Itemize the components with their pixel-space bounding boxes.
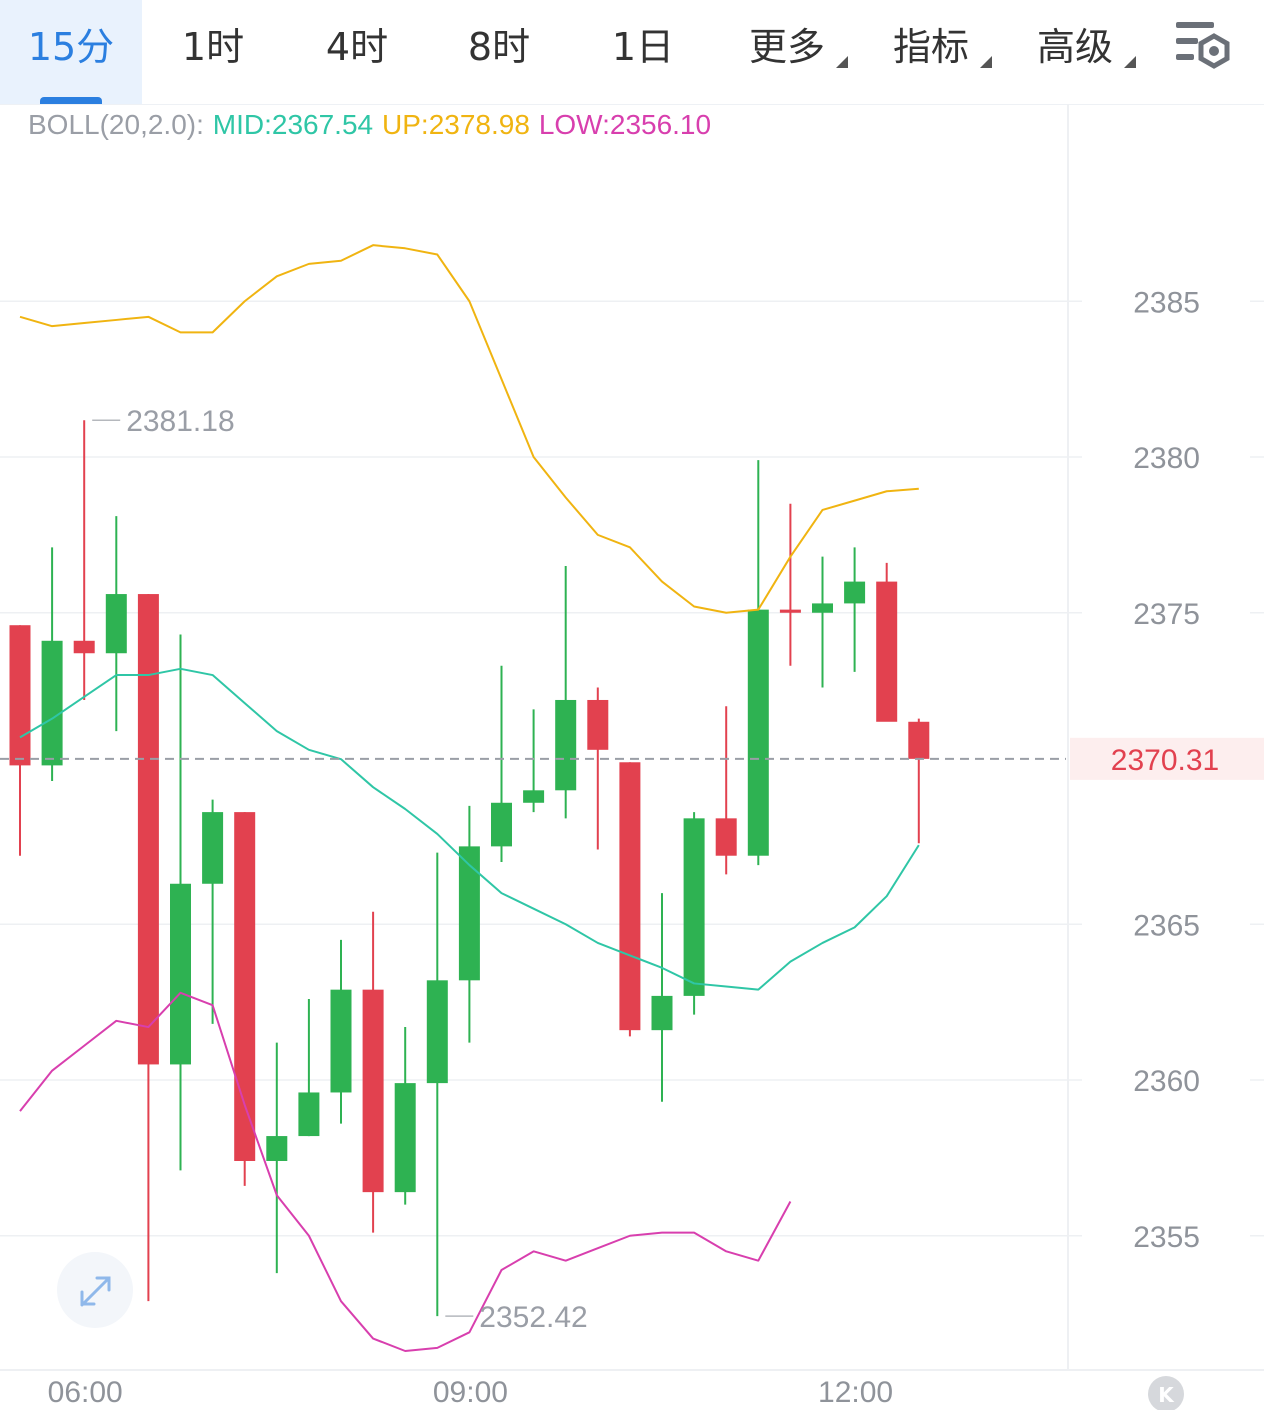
tab-4hour[interactable]: 4时 [286,0,428,104]
candle-body [876,581,898,722]
boll-upper-line [19,244,919,614]
logo-badge-icon [1148,1376,1184,1410]
candle-body [266,1136,288,1161]
y-tick-label: 2360 [1133,1065,1200,1098]
candle-body [105,594,127,654]
tab-label: 1时 [181,25,245,69]
last-price-label: 2370.31 [1111,744,1219,777]
boll-name: BOLL(20,2.0): [28,109,204,140]
max-price-label: 2381.18 [126,405,234,438]
min-price-label: 2352.42 [479,1301,587,1334]
tab-more-dropdown[interactable]: 更多 [716,0,858,104]
tab-label: 更多 [748,25,825,69]
candle-body [73,640,95,654]
y-tick-label: 2355 [1133,1221,1200,1254]
candle-body [812,603,833,613]
tab-15min[interactable]: 15分 [0,0,142,104]
candle-body [747,609,769,856]
candle-body [202,812,224,884]
active-tab-indicator [40,97,102,104]
tab-8hour[interactable]: 8时 [428,0,570,104]
y-tick-label: 2385 [1133,286,1200,319]
tab-advanced-dropdown[interactable]: 高级 [1004,0,1146,104]
boll-up-value: UP:2378.98 [382,109,530,140]
candle-body [234,812,256,1161]
candle-body [844,581,866,604]
y-tick-label: 2380 [1133,442,1200,475]
tab-label: 15分 [27,25,115,69]
candle-body [137,594,159,1065]
dropdown-caret-icon [1124,56,1136,68]
tab-label: 4时 [325,25,389,69]
chart-settings-icon[interactable] [1172,18,1234,74]
boll-low-value: LOW:2356.10 [538,109,712,140]
candle-body [170,883,191,1065]
candle-body [426,980,448,1084]
boll-indicator-legend: BOLL(20,2.0): MID:2367.54 UP:2378.98 LOW… [28,108,711,141]
candle-body [587,699,609,750]
candle-body [715,818,737,856]
y-tick-label: 2375 [1133,598,1200,631]
candle-body [298,1092,320,1137]
candle-body [683,818,705,996]
candle-body [41,640,63,766]
candle-body [908,721,930,759]
candle-body [555,699,577,791]
x-tick-label: 09:00 [433,1376,508,1409]
tab-1day[interactable]: 1日 [572,0,714,104]
boll-mid-value: MID:2367.54 [212,109,374,140]
tab-label: 1日 [611,25,675,69]
last-price-tag [1070,737,1264,780]
candle-body [9,625,31,766]
candlestick-chart[interactable]: 2385 2380 2375 2365 2360 2355 06:00 09:00 12:00 2… [0,104,1264,1410]
y-tick-label: 2365 [1133,909,1200,942]
candle-body [651,995,673,1031]
candle-body [619,762,641,1031]
candle-body [394,1083,416,1193]
timeframe-tab-bar: 15分 1时 4时 8时 1日 更多 指标 高级 [0,0,1264,105]
tab-label: 高级 [1036,25,1113,69]
tab-label: 8时 [467,25,531,69]
x-tick-label: 06:00 [48,1376,123,1409]
candle-body [491,802,512,847]
boll-mid-line [19,667,920,991]
dropdown-caret-icon [836,56,848,68]
logo-badge-glyph: K [1158,1383,1175,1407]
dropdown-caret-icon [980,56,992,68]
candle-body [362,989,384,1193]
tab-label: 指标 [892,25,969,69]
candle-body [458,846,480,981]
x-tick-label: 12:00 [818,1376,893,1409]
candle-body [523,790,545,803]
tab-1hour[interactable]: 1时 [142,0,284,104]
boll-lower-line [19,991,792,1353]
tab-indicators-dropdown[interactable]: 指标 [860,0,1002,104]
candle-body [779,609,801,613]
candle-body [330,989,352,1093]
expand-icon [80,1276,111,1307]
